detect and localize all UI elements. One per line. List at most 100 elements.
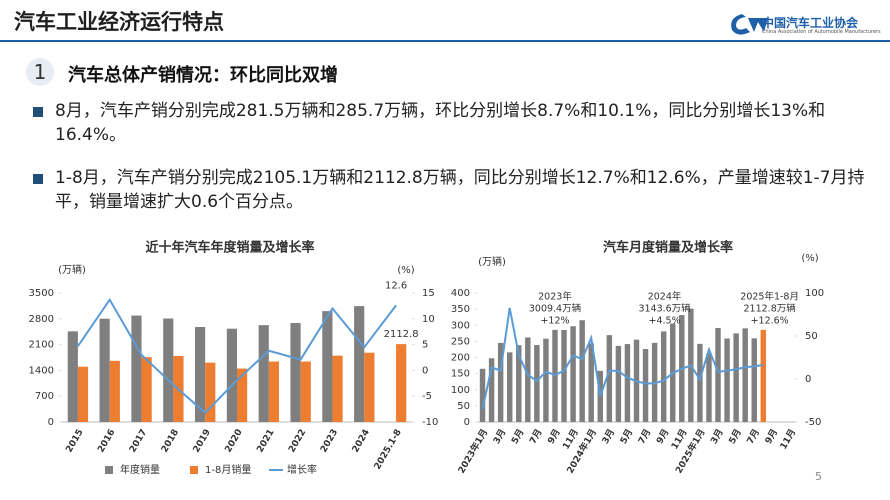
x-tick-label: 7月: [527, 427, 544, 446]
x-tick-label: 5月: [727, 427, 744, 446]
y2-tick-label: 50: [805, 331, 818, 342]
x-tick-label: 5月: [509, 427, 526, 446]
bar: [163, 318, 174, 422]
bar: [354, 306, 365, 422]
y-tick-label: 300: [451, 320, 470, 331]
bar: [237, 368, 248, 422]
bar: [479, 368, 486, 422]
y-tick-label: 0: [464, 417, 470, 428]
bar: [396, 344, 407, 422]
bar: [226, 328, 237, 422]
y-tick-label: 150: [451, 369, 470, 380]
y-tick-label: 250: [451, 336, 470, 347]
bar: [543, 338, 549, 422]
bar: [195, 327, 206, 422]
x-tick-label: 2020: [224, 428, 245, 455]
page-number: 5: [815, 470, 822, 483]
annotation: 2112.8万辆: [744, 303, 797, 315]
x-tick-label: 2021: [255, 428, 276, 455]
legend-label: 年度销量: [120, 463, 160, 476]
bar: [364, 352, 375, 422]
bar: [588, 343, 594, 422]
bar: [258, 325, 269, 422]
bar: [497, 342, 504, 422]
bar: [561, 329, 567, 422]
line: [77, 297, 397, 415]
y2-tick-label: 0: [422, 365, 428, 376]
line: [481, 307, 764, 410]
legend-label: 1-8月销量: [205, 463, 251, 476]
y2-tick-label: 10: [422, 314, 435, 325]
slide-title: 汽车工业经济运行特点: [14, 10, 224, 34]
x-tick-label: 2024: [351, 428, 372, 455]
bar: [751, 338, 757, 422]
bar: [506, 352, 513, 422]
x-tick-label: 2016: [96, 428, 117, 455]
chart-title: 近十年汽车年度销量及增长率: [145, 240, 314, 256]
bullet-text: 8月，汽车产销分别完成281.5万辆和285.7万辆，环比分别增长8.7%和10…: [55, 101, 826, 145]
x-tick-label: 5月: [618, 427, 635, 446]
annotation: 2024年: [648, 291, 682, 303]
bar: [205, 362, 216, 422]
x-tick-label: 2018: [160, 428, 181, 455]
bar: [597, 370, 603, 422]
bar: [290, 323, 301, 422]
y2-tick-label: -5: [422, 391, 432, 402]
x-tick-label: 2015: [64, 428, 85, 455]
x-tick-label: 2017: [128, 428, 149, 455]
bar: [724, 338, 730, 422]
y-tick-label: 50: [457, 401, 470, 412]
x-tick-label: 2023: [319, 428, 340, 455]
bar: [525, 337, 531, 422]
y-tick-label: 100: [451, 385, 470, 396]
bar: [579, 320, 585, 422]
y2-tick-label: -10: [422, 417, 438, 428]
x-tick-label: 2025.1-8: [373, 428, 404, 472]
logo-text: 中国汽车工业协会: [762, 16, 859, 30]
bar: [606, 335, 613, 422]
bar: [77, 366, 89, 422]
bar: [742, 328, 748, 422]
logo-subtext: China Association of Automobile Manufact…: [762, 29, 881, 35]
bar: [642, 349, 649, 422]
bar: [99, 318, 110, 422]
annotation: 2025年1-8月: [740, 291, 799, 303]
annotation: 3009.4万辆: [529, 303, 582, 315]
bar: [706, 353, 712, 422]
annotation: 2023年: [538, 291, 572, 303]
x-tick-label: 3月: [491, 427, 508, 446]
bar: [624, 344, 631, 422]
bullet-marker: [33, 174, 43, 184]
bar: [516, 345, 522, 422]
x-tick-label: 3月: [600, 427, 617, 446]
bar: [697, 343, 703, 422]
bullet-marker: [33, 107, 43, 117]
annotation: +12.6%: [751, 316, 789, 327]
y-tick-label: 200: [451, 353, 470, 364]
annotation: 3143.6万辆: [638, 303, 691, 315]
bar: [332, 355, 343, 422]
bar: [141, 357, 152, 422]
bullet-text: 1-8月，汽车产销分别完成2105.1万辆和2112.8万辆，同比分别增长12.…: [55, 168, 865, 212]
y2-tick-label: 0: [805, 374, 811, 385]
logo-mark: [731, 14, 768, 35]
y-tick-label: 0: [48, 417, 54, 428]
y2-tick-label: 15: [422, 288, 435, 299]
y-tick-label: 400: [451, 288, 470, 299]
bar: [733, 333, 739, 422]
x-tick-label: 3月: [709, 427, 726, 446]
y2-tick-label: 5: [422, 340, 428, 351]
bar: [534, 345, 540, 422]
y-tick-label: 350: [451, 304, 470, 315]
chart-title: 汽车月度销量及增长率: [603, 240, 733, 256]
y2-tick-label: -50: [805, 417, 821, 428]
bar: [570, 326, 576, 422]
x-tick-label: 7月: [636, 427, 653, 446]
bar: [131, 315, 142, 422]
y2-axis-unit: (%): [801, 253, 818, 264]
y-axis-unit: (万辆): [58, 263, 86, 276]
x-tick-label: 9月: [654, 427, 671, 446]
bar: [300, 361, 311, 422]
bar: [322, 311, 333, 422]
